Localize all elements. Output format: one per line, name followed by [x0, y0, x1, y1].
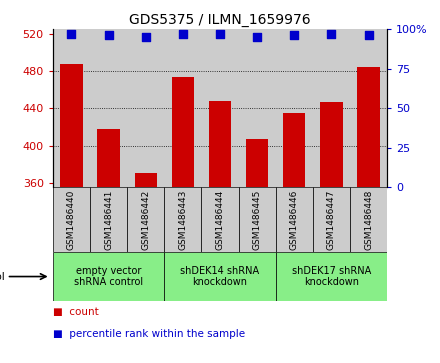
Point	[291, 32, 298, 38]
Bar	[238, 29, 276, 187]
Bar	[320, 102, 343, 187]
Bar	[276, 187, 313, 252]
Text: GSM1486445: GSM1486445	[253, 189, 262, 250]
Text: GSM1486447: GSM1486447	[327, 189, 336, 250]
Bar	[350, 187, 387, 252]
Bar	[246, 139, 268, 187]
Text: shDEK17 shRNA
knockdown: shDEK17 shRNA knockdown	[292, 266, 371, 287]
Title: GDS5375 / ILMN_1659976: GDS5375 / ILMN_1659976	[129, 13, 311, 26]
Bar	[202, 29, 238, 187]
Point	[68, 31, 75, 37]
Text: ■  count: ■ count	[53, 307, 99, 317]
Bar	[357, 67, 380, 187]
Bar	[313, 29, 350, 187]
Point	[365, 32, 372, 38]
Point	[142, 34, 149, 40]
Bar	[97, 129, 120, 187]
Bar	[350, 29, 387, 187]
Bar	[164, 187, 202, 252]
Point	[253, 34, 260, 40]
Text: empty vector
shRNA control: empty vector shRNA control	[74, 266, 143, 287]
Bar	[202, 187, 238, 252]
Bar	[172, 77, 194, 187]
Point	[216, 31, 224, 37]
Bar	[276, 252, 387, 301]
Point	[180, 31, 187, 37]
Point	[328, 31, 335, 37]
Bar	[53, 29, 90, 187]
Text: ■  percentile rank within the sample: ■ percentile rank within the sample	[53, 329, 245, 339]
Text: GSM1486443: GSM1486443	[178, 189, 187, 250]
Bar	[90, 29, 127, 187]
Point	[105, 32, 112, 38]
Bar	[313, 187, 350, 252]
Bar	[135, 174, 157, 187]
Bar	[60, 64, 83, 187]
Bar	[164, 29, 202, 187]
Bar	[53, 252, 164, 301]
Text: GSM1486444: GSM1486444	[216, 189, 224, 250]
Bar	[127, 29, 164, 187]
Text: GSM1486448: GSM1486448	[364, 189, 373, 250]
Bar	[276, 29, 313, 187]
Bar	[238, 187, 276, 252]
Bar	[283, 113, 305, 187]
Bar	[90, 187, 127, 252]
Bar	[127, 187, 164, 252]
Text: GSM1486442: GSM1486442	[141, 189, 150, 250]
Text: shDEK14 shRNA
knockdown: shDEK14 shRNA knockdown	[180, 266, 260, 287]
Bar	[164, 252, 276, 301]
Bar	[53, 187, 90, 252]
Text: GSM1486441: GSM1486441	[104, 189, 113, 250]
Text: GSM1486446: GSM1486446	[290, 189, 299, 250]
Text: GSM1486440: GSM1486440	[67, 189, 76, 250]
Text: protocol: protocol	[0, 272, 4, 282]
Bar	[209, 101, 231, 187]
